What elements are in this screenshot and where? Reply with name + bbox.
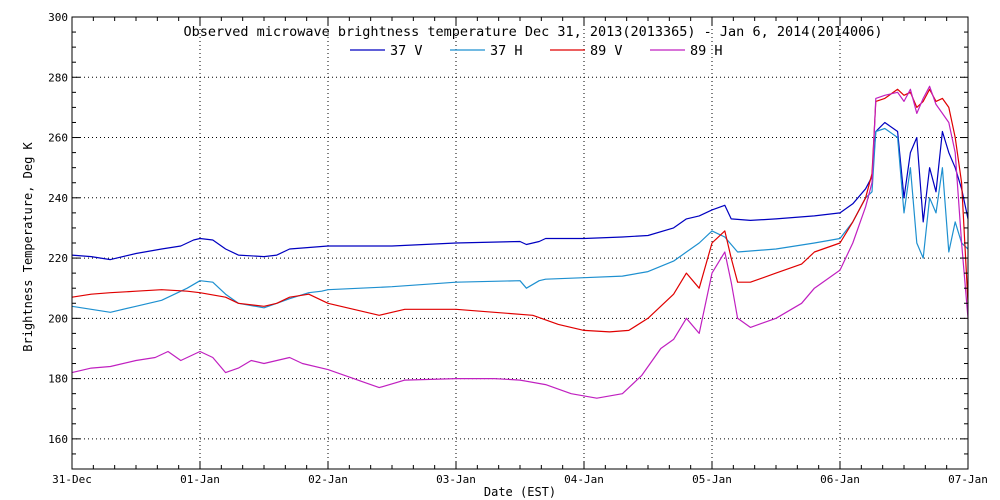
y-tick-label: 160: [48, 433, 68, 446]
y-tick-label: 240: [48, 192, 68, 205]
x-tick-label: 03-Jan: [436, 473, 476, 486]
series-line-89-h: [71, 85, 969, 399]
y-tick-label: 300: [48, 11, 68, 24]
y-tick-label: 180: [48, 373, 68, 386]
x-tick-label: 31-Dec: [52, 473, 92, 486]
y-tick-label: 220: [48, 252, 68, 265]
x-tick-label: 06-Jan: [820, 473, 860, 486]
y-tick-label: 260: [48, 132, 68, 145]
legend-label: 89 V: [590, 43, 623, 59]
series-line-37-v: [71, 121, 969, 261]
y-tick-label: 280: [48, 71, 68, 84]
legend-label: 37 H: [490, 43, 523, 59]
series-lines: [71, 85, 969, 399]
legend-label: 37 V: [390, 43, 423, 59]
legend-label: 89 H: [690, 43, 723, 59]
x-tick-label: 04-Jan: [564, 473, 604, 486]
plot-frame: [71, 16, 969, 470]
axis-ticks: [71, 16, 969, 469]
grid: [72, 17, 968, 469]
tick-labels: 31-Dec 01-Jan 02-Jan 03-Jan 04-Jan 05-Jan 06-J…: [48, 11, 988, 486]
x-tick-label: 07-Jan: [948, 473, 988, 486]
series-line-37-h: [71, 127, 969, 313]
y-axis-label: Brightness Temperature, Deg K: [21, 141, 35, 351]
x-tick-label: 02-Jan: [308, 473, 348, 486]
chart-title: Observed microwave brightness temperatur…: [184, 24, 883, 40]
x-tick-label: 01-Jan: [180, 473, 220, 486]
x-tick-label: 05-Jan: [692, 473, 732, 486]
y-tick-label: 200: [48, 312, 68, 325]
legend: 37 V 37 H 89 V 89 H: [350, 43, 723, 59]
x-axis-label: Date (EST): [484, 485, 556, 499]
series-line-89-v: [71, 88, 969, 333]
